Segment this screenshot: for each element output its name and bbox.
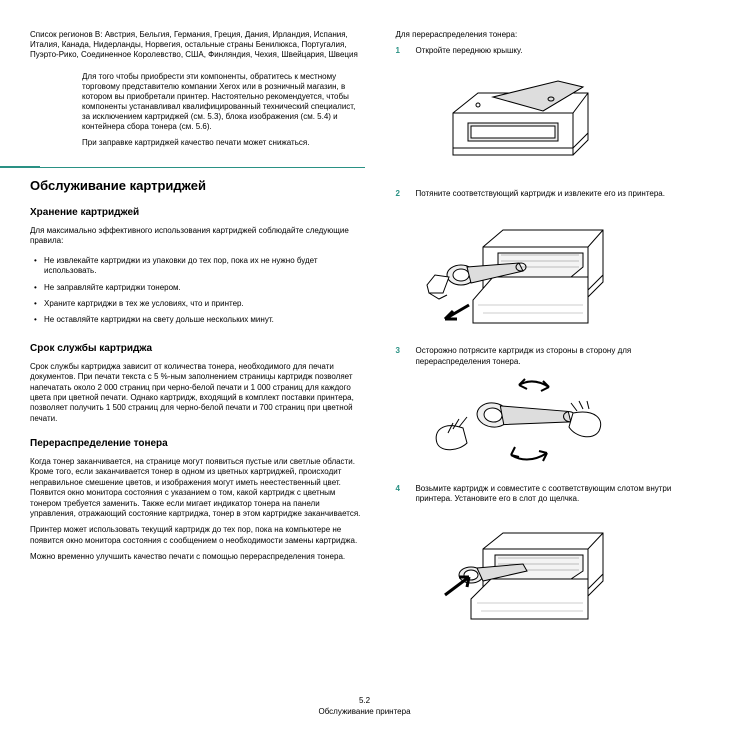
heading-maintenance: Обслуживание картриджей: [30, 178, 365, 193]
storage-intro: Для максимально эффективного использован…: [30, 226, 365, 247]
list-item: Не извлекайте картриджи из упаковки до т…: [30, 253, 365, 280]
page-body: Список регионов B: Австрия, Бельгия, Гер…: [0, 0, 729, 647]
section-rule: [30, 154, 365, 168]
list-item: Храните картриджи в тех же условиях, что…: [30, 296, 365, 312]
step-1: 1 Откройте переднюю крышку.: [395, 46, 699, 56]
figure-remove-cartridge: [423, 205, 633, 340]
list-item: Не заправляйте картриджи тонером.: [30, 280, 365, 296]
quality-note: При заправке картриджей качество печати …: [82, 138, 365, 148]
list-item: Не оставляйте картриджи на свету дольше …: [30, 312, 365, 328]
figure-insert-cartridge: [423, 511, 633, 631]
storage-list: Не извлекайте картриджи из упаковки до т…: [30, 253, 365, 329]
redist-p1: Когда тонер заканчивается, на странице м…: [30, 457, 365, 519]
right-column: Для перераспределения тонера: 1 Откройте…: [395, 30, 699, 637]
heading-lifespan: Срок службы картриджа: [30, 343, 365, 354]
redist-intro: Для перераспределения тонера:: [395, 30, 699, 40]
step-text: Потяните соответствующий картридж и извл…: [415, 189, 699, 199]
figure-shake-cartridge: [423, 373, 633, 478]
step-number: 4: [395, 484, 405, 505]
page-number: 5.2: [0, 696, 729, 706]
step-text: Откройте переднюю крышку.: [415, 46, 699, 56]
purchase-note: Для того чтобы приобрести эти компоненты…: [82, 72, 365, 132]
lifespan-text: Срок службы картриджа зависит от количес…: [30, 362, 365, 424]
step-number: 3: [395, 346, 405, 367]
step-4: 4 Возьмите картридж и совместите с соотв…: [395, 484, 699, 505]
heading-storage: Хранение картриджей: [30, 207, 365, 218]
step-2: 2 Потяните соответствующий картридж и из…: [395, 189, 699, 199]
figure-open-cover: [423, 63, 633, 183]
step-text: Возьмите картридж и совместите с соответ…: [415, 484, 699, 505]
step-3: 3 Осторожно потрясите картридж из сторон…: [395, 346, 699, 367]
redist-p2: Принтер может использовать текущий картр…: [30, 525, 365, 546]
redist-p3: Можно временно улучшить качество печати …: [30, 552, 365, 562]
step-number: 1: [395, 46, 405, 56]
regions-list: Список регионов B: Австрия, Бельгия, Гер…: [30, 30, 365, 60]
heading-redistribute: Перераспределение тонера: [30, 438, 365, 449]
page-footer: 5.2 Обслуживание принтера: [0, 696, 729, 717]
footer-section: Обслуживание принтера: [0, 707, 729, 717]
step-text: Осторожно потрясите картридж из стороны …: [415, 346, 699, 367]
left-column: Список регионов B: Австрия, Бельгия, Гер…: [30, 30, 365, 637]
step-number: 2: [395, 189, 405, 199]
